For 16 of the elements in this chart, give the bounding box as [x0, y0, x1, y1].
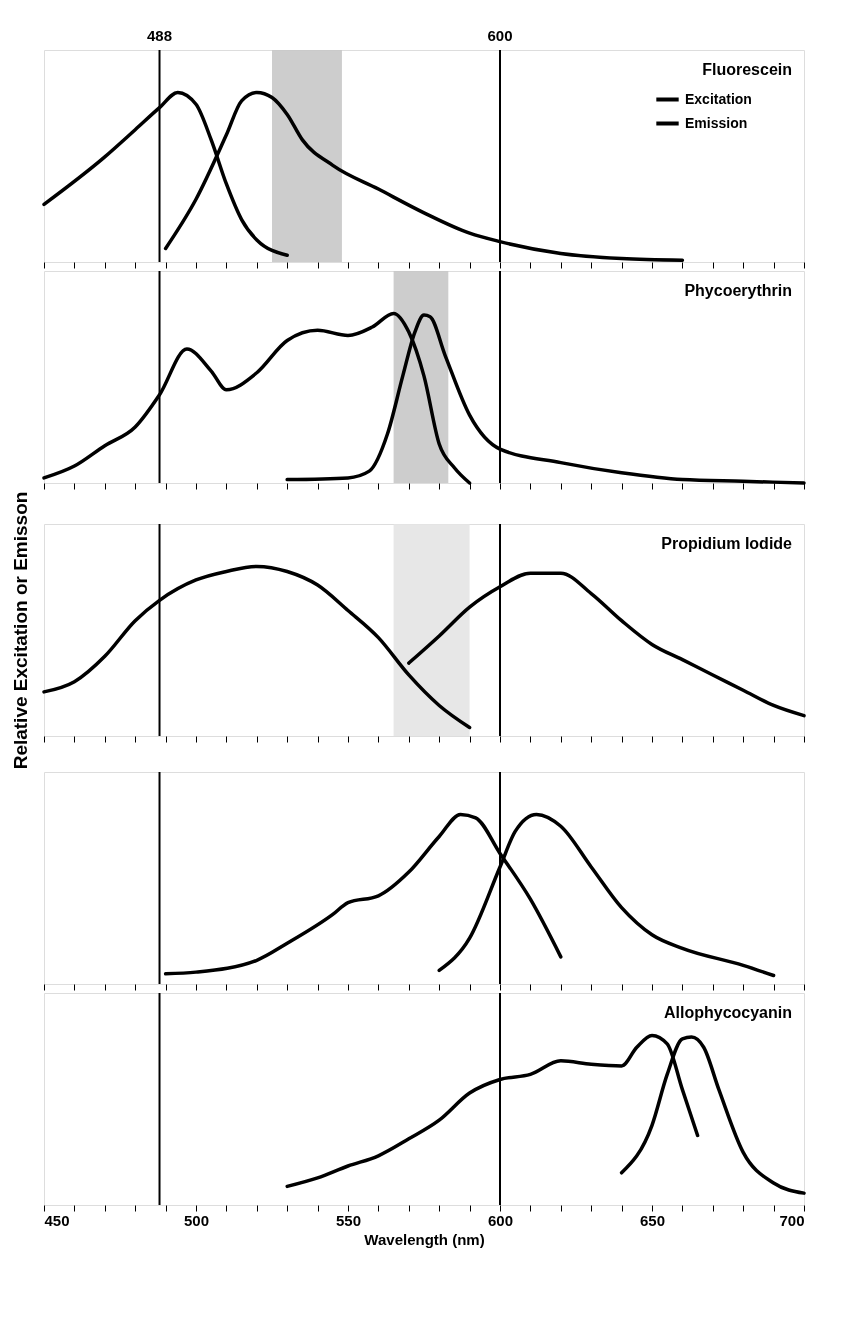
- ref-line-label: 600: [487, 27, 513, 44]
- x-tick-label: 600: [487, 1211, 514, 1229]
- legend-label: Excitation: [685, 90, 752, 107]
- x-tick-label: 700: [779, 1211, 805, 1229]
- chart-title: Phycoerythrin: [684, 282, 792, 299]
- x-tick-label: 550: [335, 1211, 362, 1229]
- x-tick-label: 500: [183, 1211, 210, 1229]
- y-axis-title: Relative Excitation or Emisson: [9, 491, 31, 770]
- x-tick-label: 450: [44, 1211, 70, 1229]
- chart-title: Fluorescein: [702, 61, 792, 78]
- legend-label: Emission: [685, 114, 748, 131]
- x-axis-title: Wavelength (nm): [364, 1230, 485, 1248]
- chart-title: Allophycocyanin: [663, 1004, 792, 1021]
- ref-line-label: 488: [147, 27, 173, 44]
- chart-title: Propidium Iodide: [661, 535, 793, 552]
- x-tick-label: 650: [639, 1211, 666, 1229]
